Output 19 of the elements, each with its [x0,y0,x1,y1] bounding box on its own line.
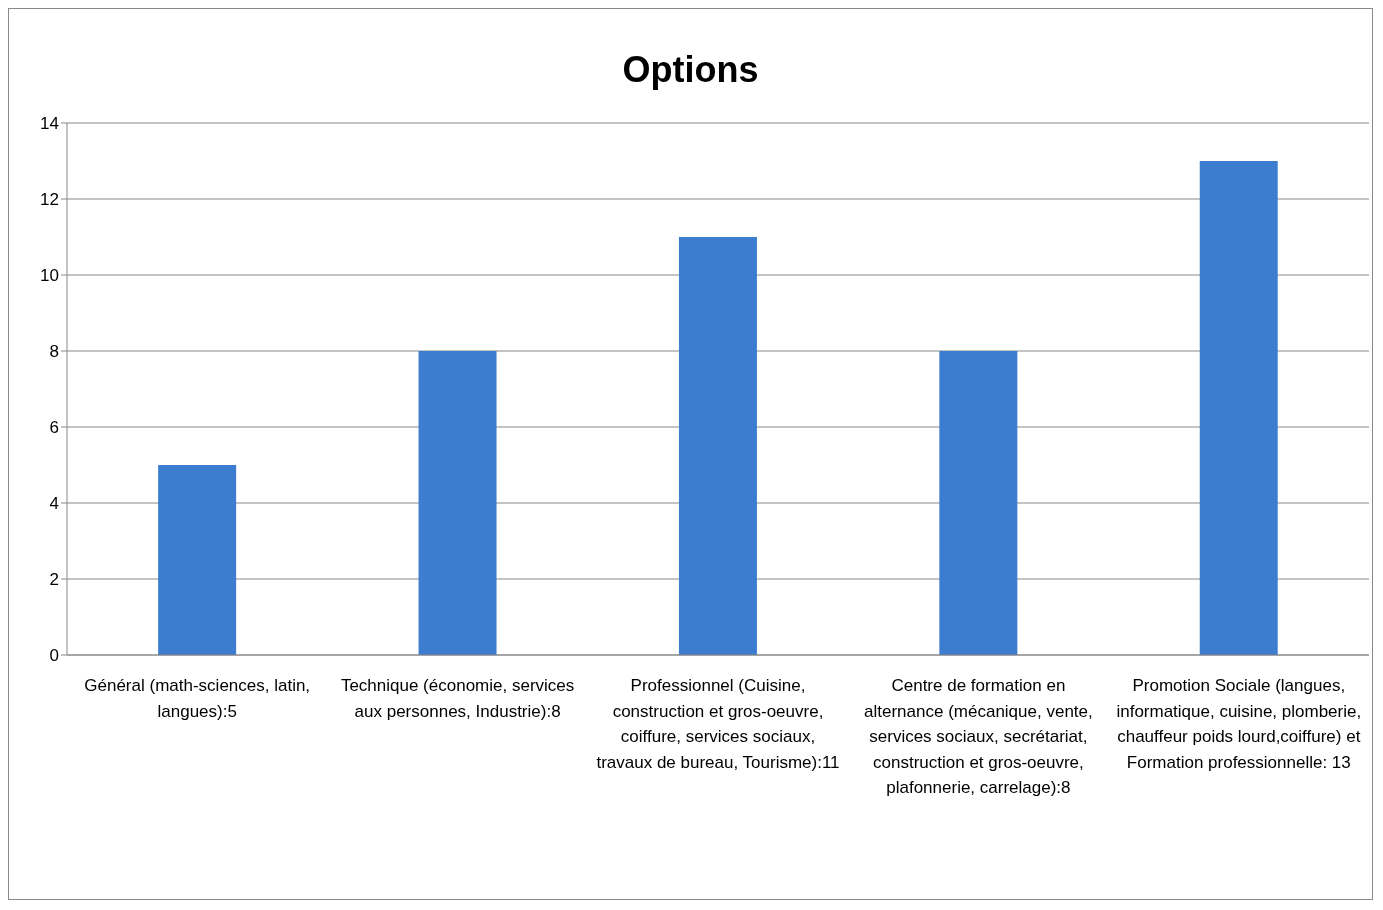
bar [158,465,237,655]
y-tick-label: 12 [40,190,59,210]
y-tick-label: 2 [49,570,59,590]
y-tick-label: 14 [40,114,59,134]
y-tick-label: 4 [49,494,59,514]
y-tick-label: 0 [49,646,59,666]
y-tick-label: 8 [49,342,59,362]
bar [1199,161,1278,655]
bar [939,351,1018,655]
bar [418,351,497,655]
x-tick-label: Promotion Sociale (langues, informatique, cuisine, plomberie, chauffeur poids lourd,coiffure) et Formation professionnelle: 13 [1116,676,1362,772]
x-tick-label: Centre de formation en alternance (mécanique, vente, services sociaux, secrétariat, construction et gros-oeuvre, plafonnerie, carrelage):8 [864,676,1093,797]
x-tick-label: Général (math-sciences, latin, langues):5 [84,676,311,721]
y-tick-label: 6 [49,418,59,438]
x-tick-label: Professionnel (Cuisine, construction et gros-oeuvre, coiffure, services sociaux, travaux de bureau, Tourisme):11 [596,676,840,772]
x-tick-label: Technique (économie, services aux personnes, Industrie):8 [340,676,575,721]
bar [678,237,757,655]
chart-title: Options [621,49,760,91]
y-tick-label: 10 [40,266,59,286]
